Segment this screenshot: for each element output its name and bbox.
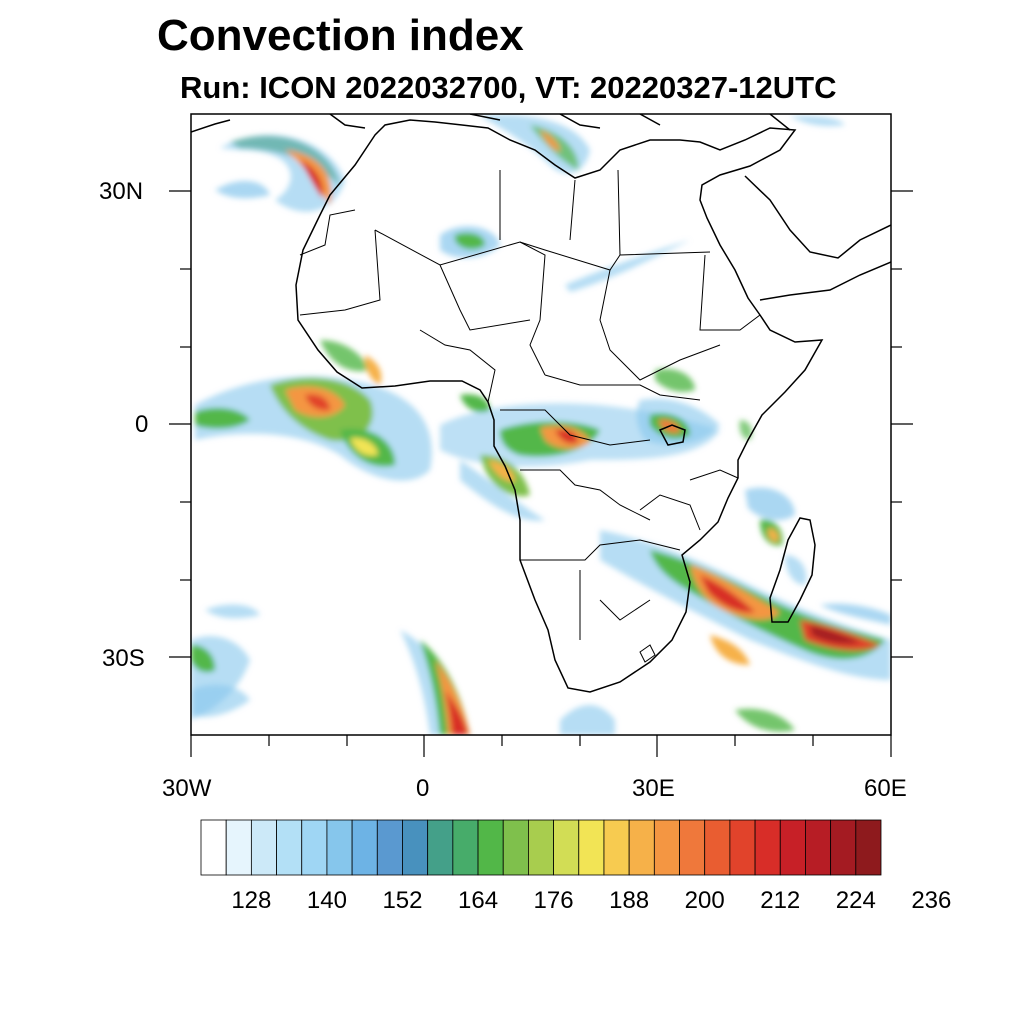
convection-cell-sahara — [440, 226, 690, 292]
colorbar-box — [452, 819, 479, 876]
colorbar-box — [276, 819, 303, 876]
colorbar-tick-label: 176 — [533, 887, 574, 914]
convection-cell-north-atlantic — [215, 134, 345, 212]
chart-title: Convection index — [157, 11, 524, 60]
colorbar-box — [351, 819, 378, 876]
colorbar-box — [402, 819, 429, 876]
colorbar-tick-label: 140 — [306, 887, 347, 914]
europe-coastline — [191, 114, 791, 133]
madagascar-coastline — [769, 517, 816, 623]
colorbar-box — [805, 819, 832, 876]
colorbar-box — [553, 819, 580, 876]
colorbar-box — [528, 819, 554, 876]
lon-label-30e: 30E — [632, 775, 675, 802]
convection-cell-mediterranean — [480, 114, 845, 174]
colorbar-box — [301, 819, 328, 876]
colorbar-box — [502, 819, 529, 876]
colorbar-tick-label: 200 — [684, 887, 725, 914]
country-borders — [299, 169, 761, 663]
colorbar-box — [250, 819, 277, 876]
colorbar-box — [427, 819, 454, 876]
coastlines — [191, 114, 891, 693]
colorbar-box — [200, 819, 227, 876]
convection-field — [191, 114, 891, 735]
lake-victoria — [658, 424, 686, 446]
colorbar-box — [326, 819, 353, 876]
lon-label-0: 0 — [416, 775, 430, 802]
chart-subtitle: Run: ICON 2022032700, VT: 20220327-12UTC — [180, 70, 837, 105]
colorbar-box — [578, 819, 605, 876]
convection-cell-mozambique — [600, 530, 891, 680]
lat-label-30s: 30S — [102, 645, 145, 672]
colorbar-box — [628, 819, 655, 876]
tick-marks — [169, 190, 913, 757]
colorbar-box — [477, 819, 504, 876]
convection-cell-gulf-of-guinea — [195, 340, 432, 481]
colorbar-box — [830, 819, 857, 876]
africa-coastline — [295, 119, 824, 693]
colorbar-box — [729, 819, 756, 876]
colorbar-box — [653, 819, 680, 876]
colorbar-tick-label: 152 — [382, 887, 423, 914]
lat-label-30n: 30N — [99, 178, 144, 205]
colorbar-tick-label: 188 — [609, 887, 650, 914]
colorbar-tick-label: 224 — [835, 887, 876, 914]
arabian-coastline — [744, 175, 891, 301]
colorbar — [200, 819, 882, 876]
convection-cell-south-atlantic — [191, 604, 795, 735]
colorbar-tick-label: 212 — [760, 887, 801, 914]
colorbar-tick-label: 128 — [231, 887, 272, 914]
convection-cell-madagascar — [745, 487, 807, 585]
colorbar-box — [855, 819, 882, 876]
colorbar-box — [679, 819, 706, 876]
colorbar-box — [376, 819, 403, 876]
colorbar-box — [704, 819, 731, 876]
colorbar-tick-label: 236 — [911, 887, 952, 914]
colorbar-box — [779, 819, 806, 876]
lon-label-30w: 30W — [162, 775, 212, 802]
lon-label-60e: 60E — [864, 775, 907, 802]
lat-label-0: 0 — [135, 411, 149, 438]
colorbar-tick-label: 164 — [458, 887, 499, 914]
colorbar-box — [225, 819, 252, 876]
colorbar-box — [754, 819, 781, 876]
colorbar-box — [603, 819, 630, 876]
